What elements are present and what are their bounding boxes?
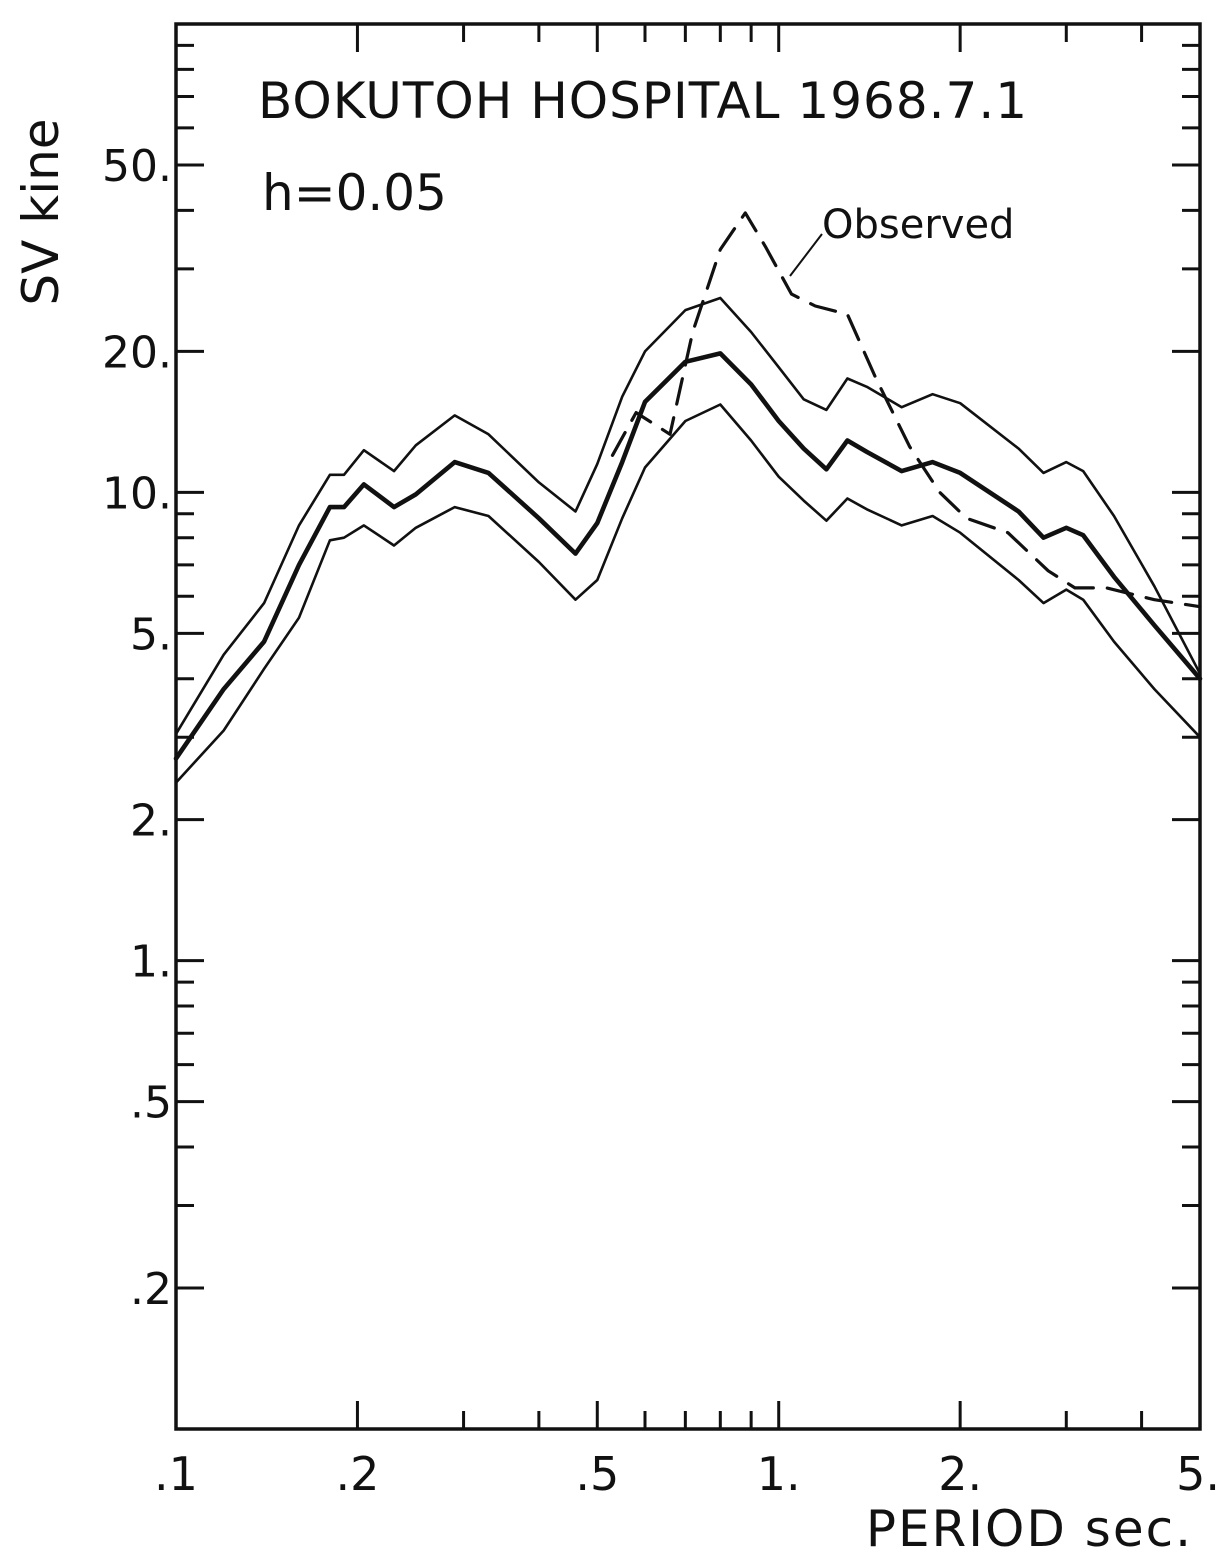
x-tick-labels: .1 .2 .5 1. 2. 5.: [154, 1447, 1220, 1501]
chart-subtitle: h=0.05: [262, 164, 447, 222]
y-tick-label: 50.: [102, 141, 172, 192]
y-tick-label: 1.: [130, 937, 172, 988]
tick-marks: [174, 24, 1202, 1429]
x-tick-label: 5.: [1176, 1447, 1220, 1501]
x-tick-label: .2: [335, 1447, 379, 1501]
x-tick-label: .1: [154, 1447, 198, 1501]
series-layer: [173, 211, 1203, 784]
y-axis-label: SV kine: [12, 118, 70, 305]
y-tick-label: 5.: [130, 609, 172, 660]
chart-title: BOKUTOH HOSPITAL 1968.7.1: [258, 72, 1028, 130]
y-tick-label: .5: [130, 1078, 172, 1129]
observed-leader-line: [789, 233, 823, 277]
x-tick-label: 1.: [757, 1447, 801, 1501]
series-line-3: [174, 403, 1202, 784]
x-tick-label: .5: [575, 1447, 619, 1501]
y-tick-labels: .2 .5 1. 2. 5. 10. 20. 50.: [102, 141, 172, 1315]
x-axis-label: PERIOD sec.: [866, 1500, 1193, 1558]
series-line-observed: [610, 211, 1202, 609]
observed-annotation: Observed: [822, 202, 1014, 248]
y-tick-label: .2: [130, 1264, 172, 1315]
series-line-2: [173, 351, 1203, 761]
y-tick-label: 10.: [102, 468, 172, 519]
plot-frame: [174, 22, 1202, 1431]
y-tick-label: 20.: [102, 327, 172, 378]
y-tick-label: 2.: [130, 796, 172, 847]
x-tick-label: 2.: [938, 1447, 982, 1501]
